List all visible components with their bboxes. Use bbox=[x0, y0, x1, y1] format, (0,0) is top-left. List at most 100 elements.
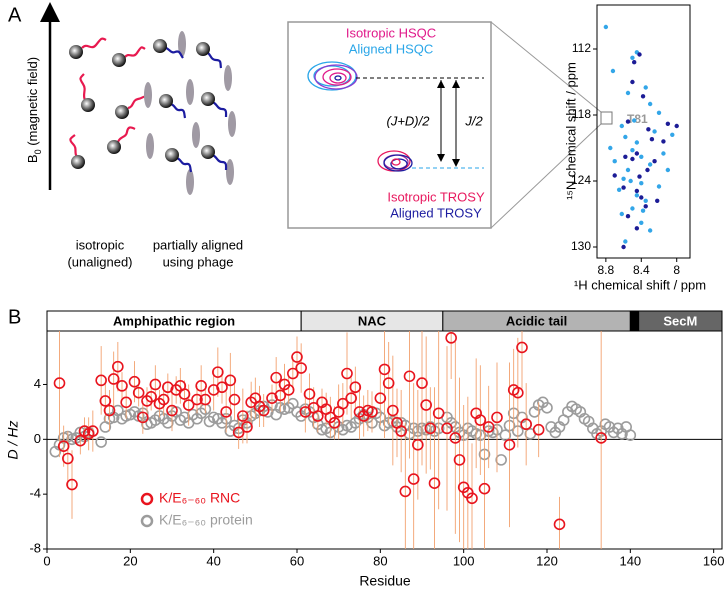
point bbox=[345, 392, 357, 404]
point bbox=[623, 134, 628, 140]
phage-particle bbox=[186, 79, 194, 105]
point bbox=[428, 477, 441, 489]
point bbox=[328, 417, 341, 429]
point bbox=[103, 404, 116, 417]
contour bbox=[334, 75, 342, 81]
point bbox=[224, 374, 237, 387]
x-tick-label: 8.8 bbox=[598, 263, 615, 277]
point bbox=[532, 423, 545, 436]
tail bbox=[205, 50, 223, 69]
zoom-line bbox=[490, 123, 602, 229]
point bbox=[649, 137, 655, 142]
point bbox=[661, 139, 666, 144]
point bbox=[612, 173, 617, 178]
legend-marker bbox=[140, 492, 154, 506]
point bbox=[639, 181, 644, 186]
point bbox=[623, 239, 628, 244]
caption: (unaligned) bbox=[67, 254, 132, 269]
point bbox=[637, 174, 642, 179]
phage-particle bbox=[186, 169, 194, 195]
point bbox=[495, 454, 507, 466]
point bbox=[120, 396, 132, 409]
point bbox=[312, 410, 324, 422]
hsqc-contours bbox=[307, 61, 358, 91]
point bbox=[628, 178, 633, 184]
point bbox=[647, 101, 653, 107]
x-tick-label: 140 bbox=[619, 553, 641, 568]
phage-particle bbox=[226, 159, 234, 185]
tail bbox=[81, 37, 107, 49]
molecule bbox=[107, 140, 121, 154]
point bbox=[512, 386, 524, 399]
point bbox=[453, 454, 466, 466]
point bbox=[424, 422, 437, 435]
point bbox=[499, 429, 512, 442]
point bbox=[603, 24, 609, 30]
point bbox=[195, 380, 207, 392]
point bbox=[407, 473, 420, 485]
phage-particle bbox=[192, 122, 200, 148]
point bbox=[241, 421, 253, 433]
point bbox=[612, 159, 617, 164]
region-bar bbox=[629, 310, 640, 332]
phage-particle bbox=[146, 133, 154, 159]
y-tick-label: -4 bbox=[29, 486, 41, 501]
inset-label: (J+D)/2 bbox=[387, 113, 431, 128]
point bbox=[303, 388, 316, 400]
y-tick-label: 112 bbox=[572, 41, 591, 55]
point bbox=[378, 363, 391, 376]
point bbox=[62, 452, 74, 465]
point bbox=[107, 373, 120, 385]
point bbox=[482, 421, 495, 433]
point bbox=[382, 377, 395, 389]
spectrum-frame bbox=[596, 4, 691, 259]
x-tick-label: 8.4 bbox=[633, 263, 650, 277]
inset-label: Isotropic HSQC bbox=[346, 25, 436, 40]
y-axis-label: ¹⁵N chemical shift / ppm bbox=[563, 62, 578, 200]
point bbox=[634, 193, 640, 198]
point bbox=[366, 406, 378, 418]
legend-label: K/E₆₋₆₀ protein bbox=[159, 512, 253, 528]
point bbox=[634, 188, 640, 194]
point bbox=[112, 360, 124, 373]
contour bbox=[383, 154, 413, 172]
b0-text: (magnetic field) bbox=[25, 57, 40, 149]
molecule bbox=[153, 39, 167, 53]
inset-label: J/2 bbox=[464, 113, 483, 128]
point bbox=[291, 351, 303, 363]
point bbox=[116, 380, 128, 392]
b0-symbol: B bbox=[25, 154, 40, 163]
point bbox=[634, 226, 640, 231]
point bbox=[516, 341, 528, 354]
point bbox=[395, 425, 407, 437]
point bbox=[634, 140, 640, 145]
molecule bbox=[81, 98, 95, 112]
point bbox=[625, 90, 631, 96]
molecule bbox=[69, 45, 83, 59]
legend-marker bbox=[140, 514, 154, 528]
point bbox=[610, 68, 616, 74]
point bbox=[553, 518, 566, 531]
point bbox=[403, 370, 416, 383]
point bbox=[420, 399, 432, 411]
point bbox=[643, 85, 648, 90]
point bbox=[619, 123, 624, 129]
point bbox=[608, 145, 613, 151]
point bbox=[216, 381, 228, 394]
point bbox=[621, 176, 626, 181]
point bbox=[182, 399, 195, 411]
legend-label: K/E₆₋₆₀ RNC bbox=[159, 490, 240, 506]
tail bbox=[69, 134, 79, 159]
point bbox=[387, 404, 399, 417]
point bbox=[655, 198, 660, 203]
b0-label: B0 (magnetic field) bbox=[25, 57, 43, 163]
contour bbox=[307, 61, 357, 91]
point bbox=[630, 79, 635, 85]
x-tick-label: 0 bbox=[43, 553, 50, 568]
point bbox=[474, 414, 487, 426]
trosy-contours bbox=[377, 150, 413, 172]
phage-particle bbox=[178, 31, 186, 57]
point bbox=[178, 388, 191, 400]
x-tick-label: 60 bbox=[290, 553, 304, 568]
